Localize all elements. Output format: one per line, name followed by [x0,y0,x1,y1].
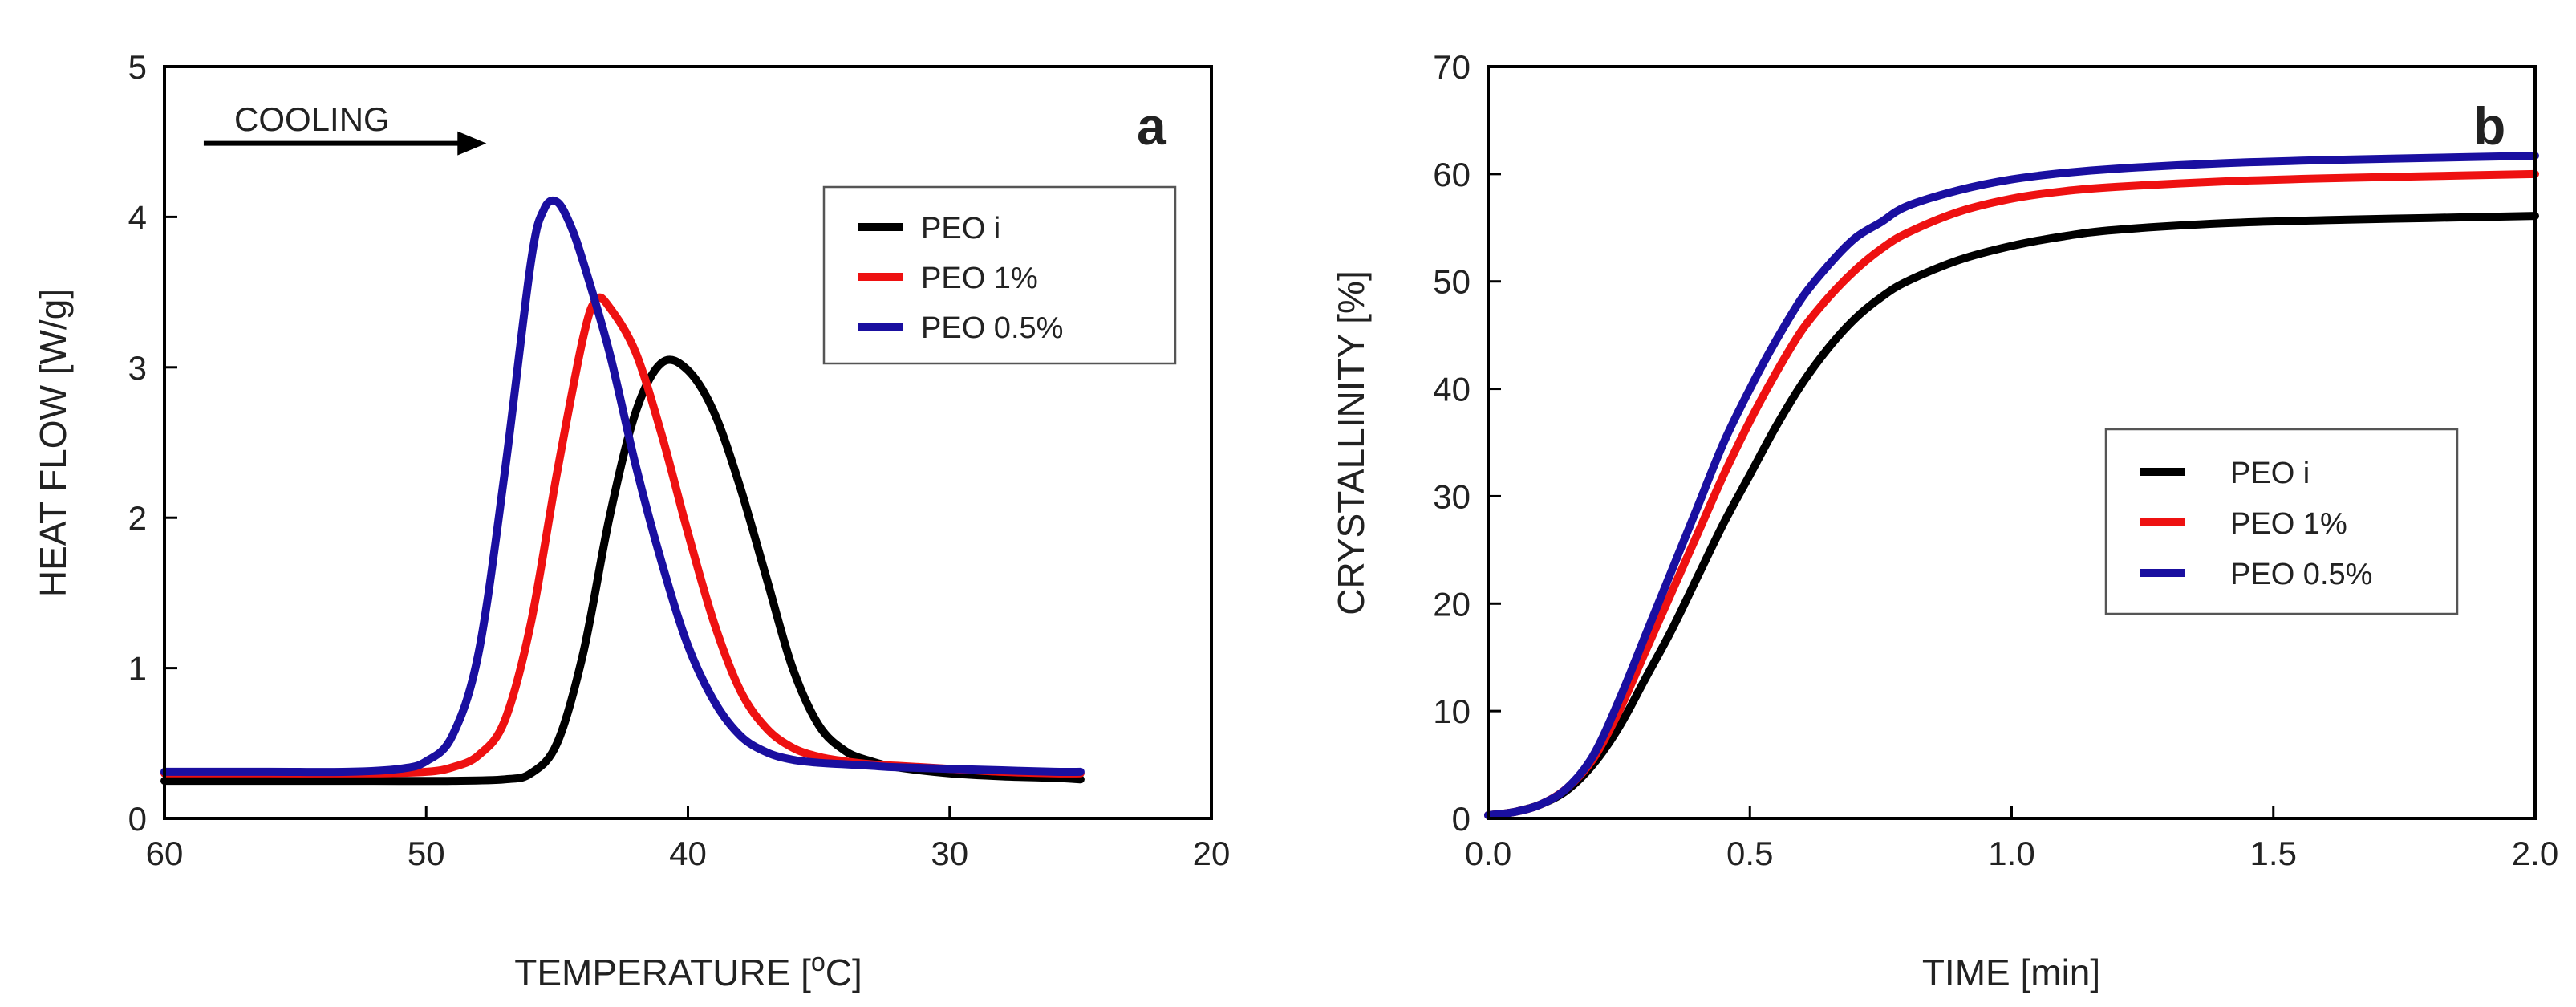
legend-b: PEO i PEO 1% PEO 0.5% [2104,428,2459,615]
y-tick-label: 0 [128,800,147,838]
series-line-peo-0-5 [1484,152,2539,819]
y-tick-label: 4 [128,198,147,236]
series-line-peo-1 [160,293,1085,778]
y-tick-label: 20 [1433,585,1471,623]
x-tick-label: 50 [408,834,445,872]
x-tick-label: 40 [669,834,707,872]
legend-label-peo-1: PEO 1% [2230,507,2347,541]
legend-label-peo-05: PEO 0.5% [2230,558,2372,591]
panel-letter-b: b [2473,96,2505,156]
x-axis-title-b: TIME [min] [1922,952,2100,993]
y-tick-label: 2 [128,499,147,537]
legend-label-peo-1: PEO 1% [921,262,1038,295]
series-line-peo-i [1484,212,2539,819]
x-tick-label: 30 [931,834,968,872]
panel-letter-a: a [1137,96,1167,156]
y-tick-label: 30 [1433,477,1471,515]
y-tick-label: 40 [1433,371,1471,408]
crystallinity-chart: 0.0 0.5 1.0 1.5 2.0 0 10 20 30 40 50 60 70 b PEO i P… [1330,48,2558,993]
cooling-annotation: COOLING [234,100,390,138]
heat-flow-chart: 60 50 40 30 20 0 1 2 3 4 5 COOLING a PEO i PEO 1% … [32,48,1230,993]
cooling-arrow [203,131,487,156]
y-tick-label: 10 [1433,692,1471,730]
y-tick-label: 70 [1433,48,1471,86]
plot-frame [163,65,1213,820]
series-line-peo-0-5 [160,196,1085,777]
y-axis-title-b: CRYSTALLINITY [%] [1330,270,1372,615]
y-tick-label: 50 [1433,263,1471,301]
x-tick-label: 0.0 [1465,834,1511,872]
y-tick-label: 60 [1433,156,1471,193]
x-tick-label: 2.0 [2512,834,2558,872]
x-tick-label: 1.0 [1988,834,2034,872]
x-axis-title-a-end: C] [826,952,862,993]
y-tick-label: 1 [128,650,147,688]
legend-label-peo-i: PEO i [2230,457,2310,490]
cooling-arrow-head [457,131,487,156]
y-tick-label: 3 [128,349,147,387]
x-tick-label: 20 [1193,834,1231,872]
x-tick-label: 60 [146,834,184,872]
y-tick-label: 5 [128,48,147,86]
legend-a: PEO i PEO 1% PEO 0.5% [822,185,1177,365]
legend-label-peo-i: PEO i [921,212,1000,246]
y-axis-title-a: HEAT FLOW [W/g] [32,289,74,597]
legend-label-peo-05: PEO 0.5% [921,311,1063,345]
x-axis-title-a-sup: o [811,948,826,977]
x-tick-label: 0.5 [1726,834,1773,872]
x-axis-title-a-main: TEMPERATURE [ [514,952,811,993]
x-axis-title-a: TEMPERATURE [oC] [514,948,862,993]
x-tick-label: 1.5 [2250,834,2297,872]
y-tick-label: 0 [1452,800,1471,838]
